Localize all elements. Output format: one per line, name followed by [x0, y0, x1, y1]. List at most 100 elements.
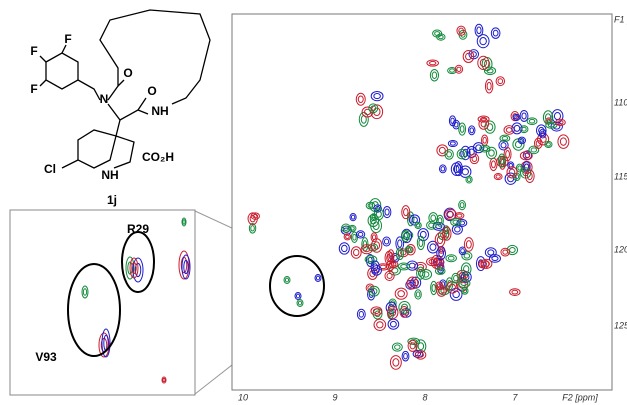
peak-contour: [486, 81, 492, 91]
peak-contour: [284, 277, 290, 283]
peak-contour: [462, 50, 475, 63]
peak-contour: [479, 37, 487, 46]
y-tick-label: 110: [614, 97, 627, 107]
peak-contour: [521, 112, 527, 120]
peak-contour: [444, 208, 457, 220]
peak-contour: [416, 235, 425, 251]
peak-contour: [449, 141, 456, 146]
peak-contour: [341, 223, 351, 233]
peak-contour: [352, 233, 357, 241]
peak-contour: [353, 248, 360, 257]
peak-contour: [296, 299, 304, 307]
peak-contour: [485, 146, 498, 160]
peak-contour: [506, 166, 518, 179]
peak-contour: [524, 169, 535, 183]
peak-contour: [469, 127, 475, 134]
peak-contour: [526, 172, 533, 181]
peak-contour: [456, 213, 463, 218]
peak-contour: [511, 122, 523, 135]
peak-contour: [429, 60, 437, 66]
peak-contour: [493, 172, 503, 181]
peak-contour: [384, 208, 390, 216]
peak-contour: [438, 146, 446, 154]
peak-contour: [446, 210, 454, 219]
peak-contour: [519, 109, 529, 122]
peak-contour: [403, 208, 409, 217]
peak-contour: [480, 258, 493, 270]
inset-peaks: [81, 217, 191, 384]
peak-contour: [343, 233, 352, 241]
peak-contour: [419, 268, 433, 280]
peak-contour: [376, 321, 384, 329]
peak-contour: [406, 276, 419, 290]
peak-contour: [82, 288, 88, 296]
peak-contour: [436, 285, 447, 297]
x-tick-label: 10: [238, 392, 248, 402]
peak-contour: [458, 27, 464, 34]
peak-contour: [466, 177, 472, 183]
peak-contour: [345, 234, 350, 239]
peak-contour: [369, 216, 377, 225]
x-tick-label: 7: [512, 392, 518, 402]
peak-contour: [373, 241, 381, 250]
peak-contour: [497, 78, 504, 85]
peak-contour: [250, 225, 255, 232]
peak-contour: [488, 149, 495, 157]
peak-contour: [252, 213, 259, 219]
peak-contour: [411, 216, 418, 224]
peak-contour: [360, 244, 373, 255]
peak-contour: [463, 237, 474, 252]
peak-contour: [283, 276, 291, 284]
peak-contour: [397, 239, 403, 248]
y-tick-label: 125: [614, 320, 627, 330]
peak-contour: [522, 152, 531, 159]
peak-contour: [355, 230, 366, 239]
bond: [45, 52, 79, 90]
peak-contour: [533, 137, 543, 149]
peak-contour: [314, 274, 322, 282]
peak-contour: [370, 90, 384, 102]
peak-contour: [460, 262, 472, 276]
peak-contour: [491, 160, 496, 169]
peak-contour: [535, 140, 541, 147]
peak-contour: [431, 283, 436, 293]
peak-contour: [406, 211, 415, 227]
peak-contour: [547, 123, 555, 128]
peak-contour: [519, 138, 525, 143]
peak-contour: [391, 342, 403, 352]
peak-contour: [371, 265, 382, 276]
peak-contour: [367, 214, 380, 228]
peak-contour: [538, 128, 547, 139]
peak-contour: [557, 120, 564, 125]
peak-contour: [463, 253, 471, 259]
peak-contour: [557, 134, 570, 149]
peak-contour: [501, 136, 509, 141]
peak-contour: [471, 155, 478, 162]
peak-contour: [387, 305, 399, 320]
peak-contour: [415, 291, 421, 298]
peak-contour: [436, 144, 449, 157]
peak-contour: [401, 229, 410, 243]
atom: N: [100, 92, 109, 106]
peak-contour: [479, 144, 491, 153]
peak-contour: [401, 205, 411, 220]
atom: CO₂H: [142, 150, 174, 164]
peak-contour: [368, 285, 380, 297]
peak-contour: [400, 264, 408, 269]
peak-contour: [383, 238, 390, 245]
peak-contour: [479, 58, 487, 68]
peak-contour: [466, 145, 477, 159]
peak-contour: [388, 310, 393, 318]
peak-contour: [409, 279, 416, 287]
peak-contour: [364, 255, 378, 264]
peak-contour: [358, 111, 369, 127]
bond: [137, 109, 149, 115]
peak-contour: [341, 244, 348, 253]
peak-contour: [357, 95, 364, 104]
peak-contour: [476, 26, 482, 35]
highlight-ellipse: [67, 263, 121, 357]
peak-contour: [371, 234, 377, 241]
peak-contour: [460, 271, 472, 283]
peak-contour: [509, 288, 521, 296]
peak-contour: [495, 174, 501, 179]
